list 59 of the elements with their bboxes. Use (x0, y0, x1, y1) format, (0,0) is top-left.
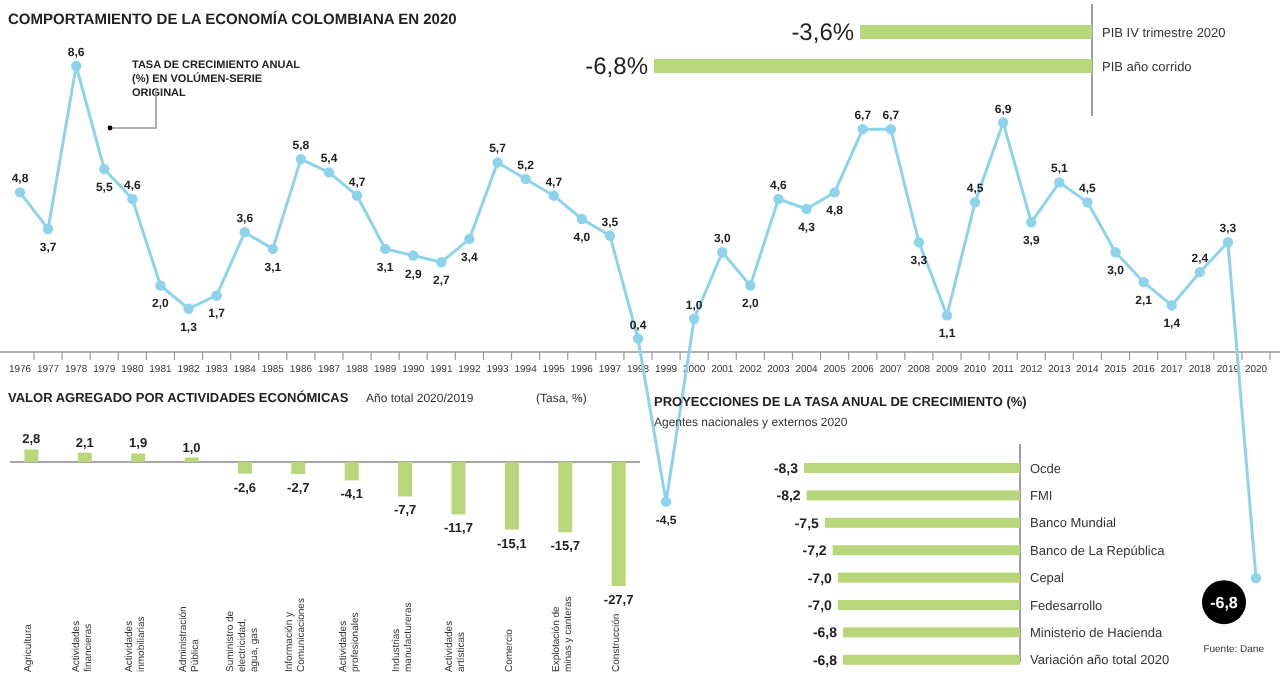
point (1194, 266, 1206, 278)
point (211, 290, 222, 301)
point (183, 303, 194, 314)
point (127, 193, 138, 205)
point (1222, 237, 1234, 248)
point (436, 257, 447, 268)
point (492, 157, 503, 168)
point (660, 496, 672, 507)
point (604, 230, 616, 241)
point (576, 213, 588, 225)
bar (344, 462, 359, 481)
data-label: -6,8% (585, 52, 649, 81)
point (997, 117, 1009, 128)
bar (131, 453, 146, 462)
point (295, 153, 307, 165)
bar (237, 462, 252, 474)
point (1110, 247, 1121, 258)
point (239, 227, 250, 238)
point (42, 223, 54, 235)
point (155, 280, 166, 291)
point (464, 233, 475, 245)
point (941, 310, 953, 321)
point (379, 243, 391, 255)
point (14, 187, 26, 198)
point (99, 163, 110, 175)
point (885, 123, 897, 135)
point (520, 173, 531, 185)
data-label: -6,8 (1210, 594, 1239, 613)
bar (24, 449, 39, 462)
point (857, 123, 868, 135)
point (745, 280, 756, 291)
point (267, 243, 279, 255)
point (969, 197, 981, 208)
point (717, 247, 728, 258)
point (773, 193, 784, 205)
point (70, 60, 82, 72)
point (801, 203, 812, 215)
bar (291, 462, 306, 475)
point (1166, 300, 1177, 311)
point (632, 333, 644, 344)
point (829, 187, 840, 198)
bar (77, 452, 92, 462)
data-label: -3,6% (791, 18, 855, 47)
point (1026, 217, 1037, 228)
point (1082, 197, 1093, 208)
point (688, 313, 700, 324)
point (1250, 572, 1262, 584)
bar (558, 462, 573, 533)
point (1054, 177, 1065, 188)
point (1138, 276, 1149, 288)
bar (451, 462, 466, 515)
bar (611, 462, 626, 586)
point (408, 250, 419, 261)
point (913, 237, 925, 248)
bar (398, 462, 413, 497)
point (351, 190, 363, 201)
point (323, 167, 335, 178)
bar (504, 462, 519, 530)
point (548, 190, 559, 201)
